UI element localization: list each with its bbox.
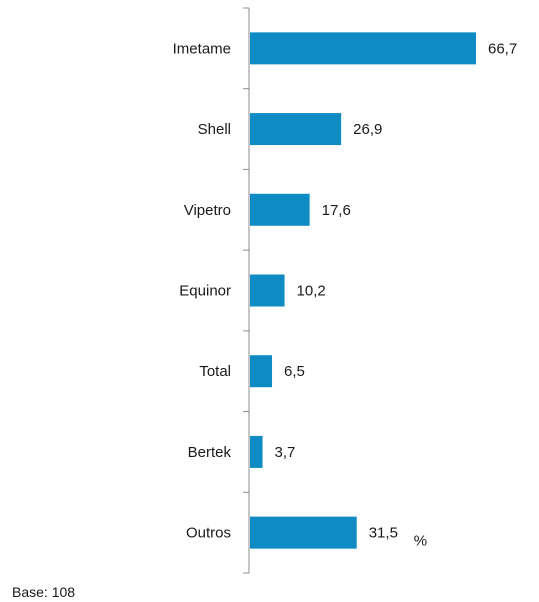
bars-group: [250, 32, 476, 549]
category-label: Vipetro: [184, 202, 231, 219]
category-label: Shell: [198, 121, 231, 138]
category-label: Imetame: [173, 40, 231, 57]
bar-equinor: [250, 274, 285, 307]
footnote-base: Base: 108: [12, 584, 76, 600]
category-label: Bertek: [188, 444, 232, 461]
unit-label: %: [414, 533, 427, 550]
category-label: Total: [199, 363, 231, 380]
bar-shell: [250, 113, 342, 146]
value-label: 66,7: [488, 40, 517, 57]
bar-imetame: [250, 32, 476, 65]
bar-bertek: [250, 435, 263, 468]
bar-outros: [250, 516, 357, 549]
value-label: 3,7: [275, 444, 296, 461]
value-label: 31,5: [369, 525, 398, 542]
value-label: 17,6: [322, 202, 351, 219]
value-label: 26,9: [353, 121, 382, 138]
value-label: 10,2: [297, 283, 326, 300]
category-label: Outros: [186, 525, 231, 542]
value-label: 6,5: [284, 363, 305, 380]
axis-group: [243, 7, 250, 574]
category-label: Equinor: [179, 283, 231, 300]
bar-total: [250, 355, 273, 388]
labels-group: Imetame 66,7 Shell 26,9 Vipetro 17,6 Equinor 10…: [173, 40, 518, 549]
bar-vipetro: [250, 193, 310, 226]
